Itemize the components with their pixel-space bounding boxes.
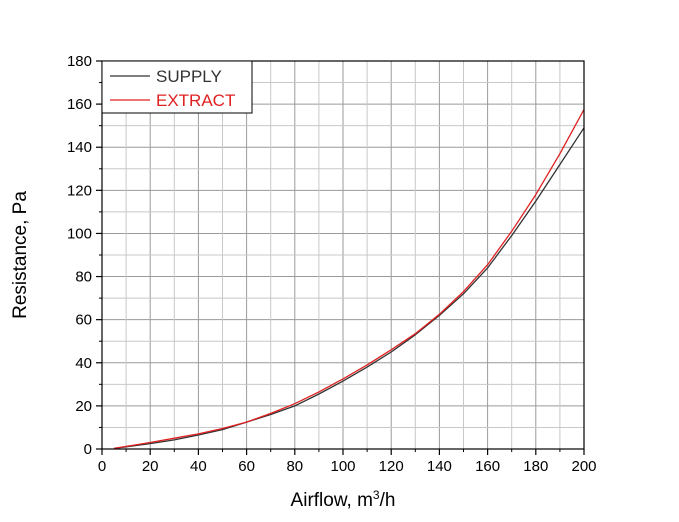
- legend: SUPPLY EXTRACT: [101, 60, 253, 114]
- legend-label-supply: SUPPLY: [156, 67, 222, 86]
- y-axis-title: Resistance, Pa: [10, 191, 31, 319]
- series-layer: [113, 109, 585, 450]
- y-tick-label: 20: [75, 398, 92, 415]
- y-tick-label: 100: [67, 225, 92, 242]
- minor-grid: [102, 61, 584, 449]
- x-tick-label: 80: [286, 458, 303, 475]
- x-tick-label: 140: [427, 458, 452, 475]
- x-tick-label: 100: [330, 458, 355, 475]
- y-tick-label: 40: [75, 355, 92, 372]
- legend-box: [101, 60, 253, 114]
- y-tick-label: 80: [75, 269, 92, 286]
- y-tick-label: 160: [67, 96, 92, 113]
- x-tick-label: 200: [571, 458, 596, 475]
- x-tick-label: 60: [238, 458, 255, 475]
- x-axis-title: Airflow, m3/h: [291, 488, 396, 511]
- x-tick-label: 160: [475, 458, 500, 475]
- y-tick-labels: 0 20 40 60 80 100 120 140 160 180: [67, 53, 92, 458]
- y-tick-label: 60: [75, 312, 92, 329]
- x-tick-label: 0: [98, 458, 106, 475]
- axis-ticks: [96, 60, 585, 455]
- x-tick-label: 180: [523, 458, 548, 475]
- y-tick-label: 120: [67, 182, 92, 199]
- y-tick-label: 0: [84, 441, 92, 458]
- series-line-supply: [113, 127, 585, 450]
- series-line-extract: [113, 109, 585, 450]
- x-tick-label: 40: [190, 458, 207, 475]
- y-tick-label: 180: [67, 53, 92, 70]
- y-tick-label: 140: [67, 139, 92, 156]
- x-tick-label: 20: [142, 458, 159, 475]
- legend-label-extract: EXTRACT: [156, 91, 235, 110]
- x-tick-label: 120: [379, 458, 404, 475]
- x-tick-labels: 0 20 40 60 80 100 120 140 160 180 200: [98, 458, 597, 475]
